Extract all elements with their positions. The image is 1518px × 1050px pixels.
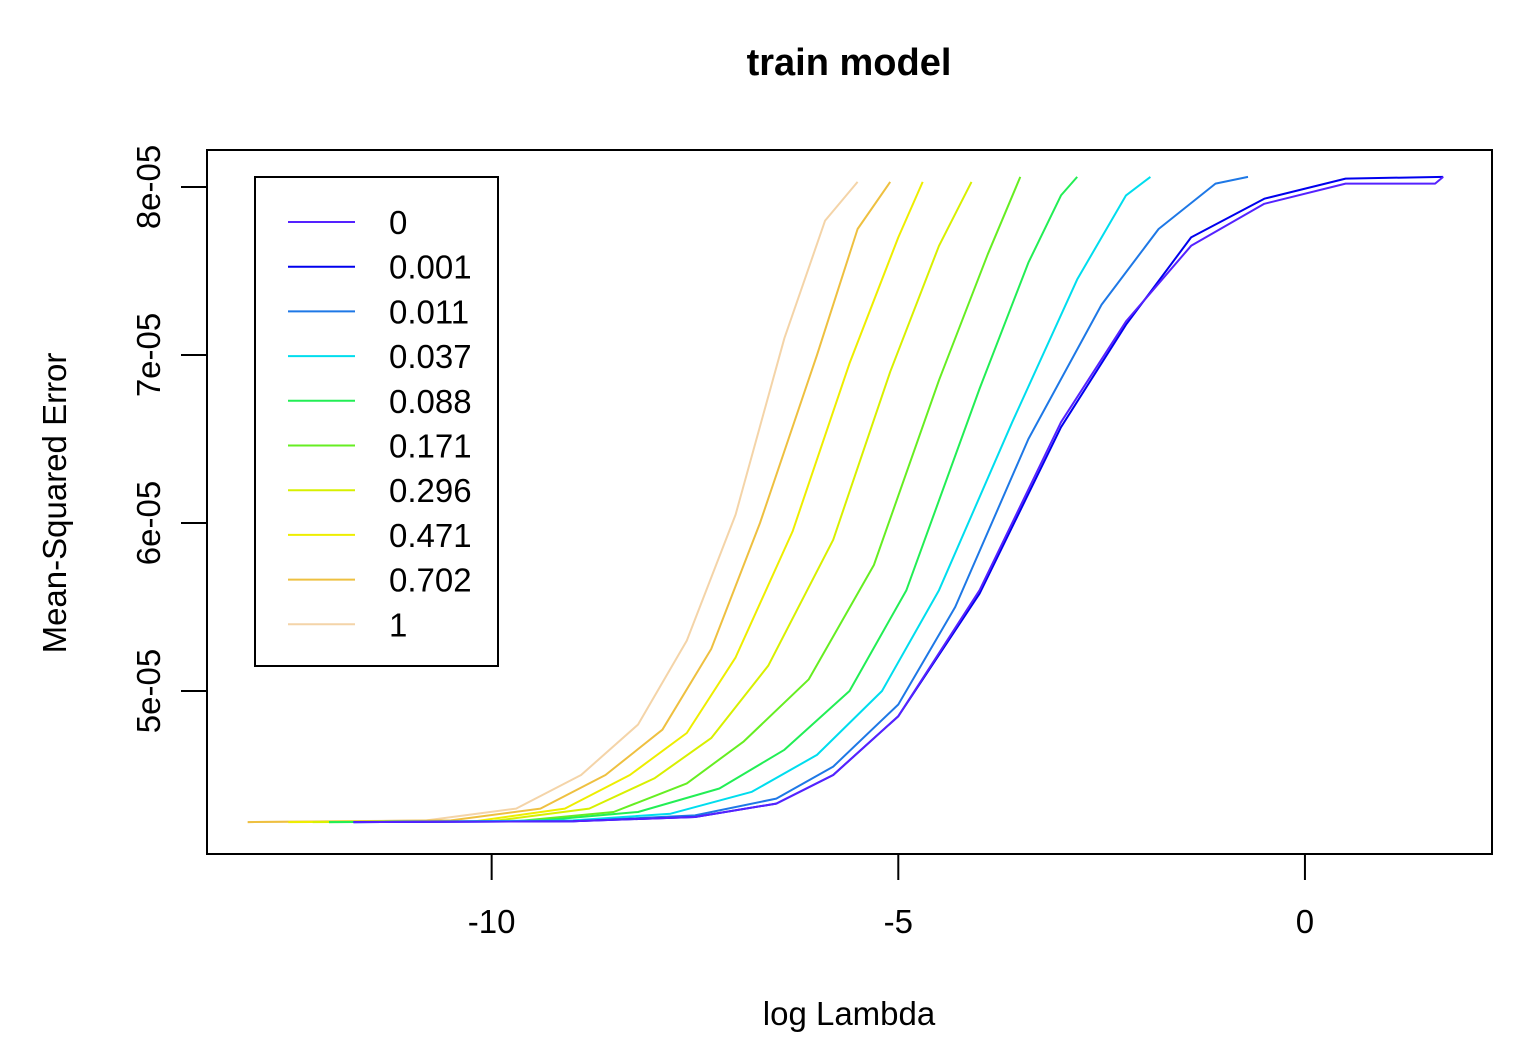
x-tick-label: -5	[884, 903, 913, 940]
y-tick-label: 7e-05	[130, 313, 167, 397]
legend-label: 0.702	[389, 562, 472, 599]
y-axis: 5e-05 6e-05 7e-05 8e-05	[130, 145, 208, 733]
legend-label: 0.171	[389, 428, 472, 465]
legend-label: 0.011	[389, 293, 469, 330]
series-layer	[247, 175, 1444, 824]
legend-label: 0	[389, 204, 407, 241]
legend-label: 0.471	[389, 517, 472, 554]
x-axis-label: log Lambda	[763, 995, 936, 1032]
series-line-0.088	[328, 176, 1078, 824]
series-line-0.471	[288, 181, 924, 824]
legend-label: 0.088	[389, 383, 472, 420]
series-line-0.296	[312, 181, 973, 824]
series-line-0.171	[328, 176, 1022, 824]
series-line-1	[247, 181, 859, 824]
series-line-0.011	[353, 175, 1249, 824]
chart-title: train model	[747, 42, 952, 84]
legend-box	[254, 176, 499, 667]
legend-label: 0.037	[389, 338, 472, 375]
series-line-0	[353, 176, 1444, 824]
series-line-0.702	[247, 181, 892, 824]
series-line-0.037	[353, 176, 1152, 824]
x-tick-label: 0	[1296, 903, 1314, 940]
y-tick-label: 6e-05	[130, 481, 167, 565]
y-axis-label: Mean-Squared Error	[36, 353, 73, 654]
legend-label: 0.001	[389, 249, 472, 286]
legend-label: 1	[389, 606, 407, 643]
x-axis: -10 -5 0	[468, 853, 1314, 940]
y-tick-label: 8e-05	[130, 145, 167, 229]
legend-label: 0.296	[389, 472, 472, 509]
y-tick-label: 5e-05	[130, 649, 167, 733]
x-tick-label: -10	[468, 903, 516, 940]
legend: 0 0.001 0.011 0.037 0.088 0.171 0.296 0.471 0.70…	[254, 176, 499, 667]
